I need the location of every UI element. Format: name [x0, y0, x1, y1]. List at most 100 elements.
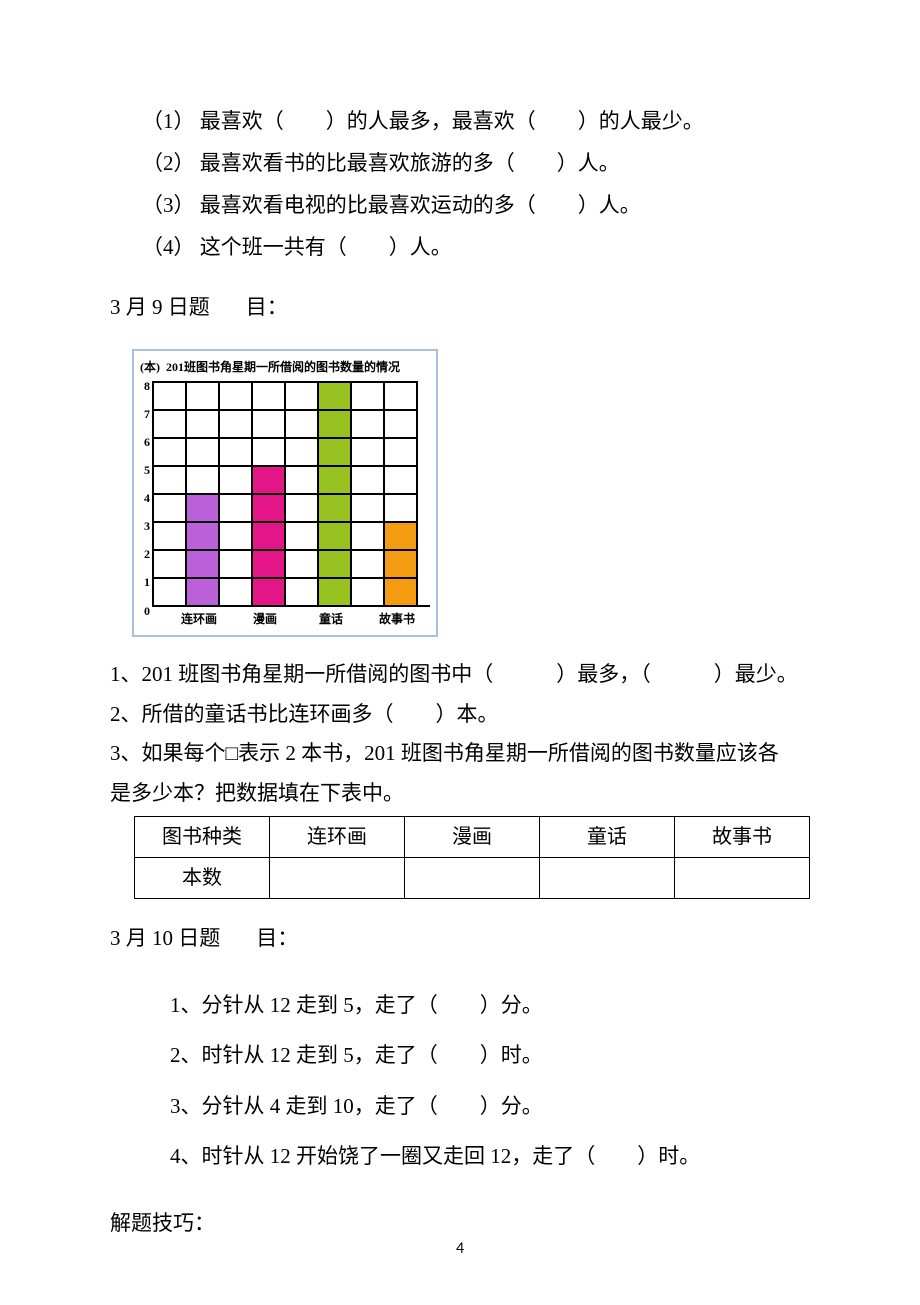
- chart-cell: [286, 381, 319, 409]
- chart-cell: [385, 381, 418, 409]
- chart-cell: [220, 437, 253, 465]
- chart-cell: [253, 521, 286, 549]
- table-header-2: 漫画: [405, 816, 540, 857]
- chart-cell: [385, 409, 418, 437]
- chart-cell: [253, 409, 286, 437]
- chart-cell: [286, 549, 319, 577]
- table-header-4: 故事书: [675, 816, 810, 857]
- chart-cell: [154, 493, 187, 521]
- page-number: 4: [0, 1233, 920, 1265]
- chart-x-axis: 连环画漫画童话故事书: [166, 607, 430, 631]
- chart-cell: [220, 409, 253, 437]
- chart-cell: [154, 549, 187, 577]
- q3-line1: 1、分针从 12 走到 5，走了（ ）分。: [170, 980, 810, 1030]
- q3-line4: 4、时针从 12 开始饶了一圈又走回 12，走了（ ）时。: [170, 1131, 810, 1181]
- chart-cell: [286, 521, 319, 549]
- chart-cell: [154, 577, 187, 605]
- section-mar9-heading: 3 月 9 日题 目：: [110, 286, 810, 328]
- chart-cell: [187, 409, 220, 437]
- q3-line3: 3、分针从 4 走到 10，走了（ ）分。: [170, 1081, 810, 1131]
- chart-cell: [352, 409, 385, 437]
- chart-cell: [352, 493, 385, 521]
- chart-cell: [253, 381, 286, 409]
- mar9-date: 3 月 9 日题: [110, 295, 210, 319]
- q2-line1: 1、201 班图书角星期一所借阅的图书中（ ）最多，（ ）最少。: [110, 657, 810, 693]
- chart-cell: [253, 549, 286, 577]
- table-cell-1[interactable]: [405, 857, 540, 898]
- chart-cell: [385, 577, 418, 605]
- chart-cell: [286, 465, 319, 493]
- q2-line3b: 是多少本？把数据填在下表中。: [110, 776, 810, 812]
- chart-xtick: 童话: [298, 607, 364, 631]
- chart-cell: [220, 493, 253, 521]
- q2-line3a: 3、如果每个□表示 2 本书，201 班图书角星期一所借阅的图书数量应该各: [110, 736, 810, 772]
- chart-cell: [286, 493, 319, 521]
- chart-cell: [385, 493, 418, 521]
- chart-cell: [220, 521, 253, 549]
- chart-cell: [220, 381, 253, 409]
- chart-cell: [319, 465, 352, 493]
- mar10-date: 3 月 10 日题: [110, 926, 220, 950]
- chart-cell: [253, 577, 286, 605]
- q1-line2: （2） 最喜欢看书的比最喜欢旅游的多（ ）人。: [142, 142, 810, 184]
- chart-cell: [319, 549, 352, 577]
- mar9-suffix: 目：: [246, 295, 288, 319]
- q1-line1: （1） 最喜欢（ ）的人最多，最喜欢（ ）的人最少。: [142, 100, 810, 142]
- book-chart: (本) 201班图书角星期一所借阅的图书数量的情况 876543210 连环画漫…: [132, 349, 438, 637]
- q1-line4: （4） 这个班一共有（ ）人。: [142, 226, 810, 268]
- chart-cell: [352, 437, 385, 465]
- chart-cell: [319, 521, 352, 549]
- chart-cell: [253, 437, 286, 465]
- chart-cell: [385, 437, 418, 465]
- chart-cell: [154, 521, 187, 549]
- chart-cell: [253, 465, 286, 493]
- chart-cell: [187, 465, 220, 493]
- chart-cell: [319, 381, 352, 409]
- table-cell-0[interactable]: [270, 857, 405, 898]
- book-table: 图书种类 连环画 漫画 童话 故事书 本数: [134, 816, 810, 899]
- chart-cell: [187, 437, 220, 465]
- chart-cell: [352, 381, 385, 409]
- chart-cell: [154, 465, 187, 493]
- table-cell-3[interactable]: [675, 857, 810, 898]
- table-cell-2[interactable]: [540, 857, 675, 898]
- chart-cell: [187, 493, 220, 521]
- chart-cell: [187, 549, 220, 577]
- chart-cell: [352, 521, 385, 549]
- chart-cell: [352, 577, 385, 605]
- q1-line3: （3） 最喜欢看电视的比最喜欢运动的多（ ）人。: [142, 184, 810, 226]
- table-header-1: 连环画: [270, 816, 405, 857]
- chart-cell: [154, 381, 187, 409]
- chart-cell: [319, 409, 352, 437]
- q2-line2: 2、所借的童话书比连环画多（ ）本。: [110, 697, 810, 733]
- chart-cell: [220, 549, 253, 577]
- chart-cell: [187, 577, 220, 605]
- table-header-3: 童话: [540, 816, 675, 857]
- q3-line2: 2、时针从 12 走到 5，走了（ ）时。: [170, 1030, 810, 1080]
- table-data-row: 本数: [135, 857, 810, 898]
- chart-cell: [385, 521, 418, 549]
- chart-cell: [220, 465, 253, 493]
- chart-cell: [154, 437, 187, 465]
- chart-xtick: 故事书: [364, 607, 430, 631]
- chart-cell: [352, 465, 385, 493]
- chart-unit-label: (本): [140, 355, 160, 379]
- section-mar10-heading: 3 月 10 日题 目：: [110, 917, 810, 959]
- chart-cell: [253, 493, 286, 521]
- chart-y-axis: 876543210: [136, 381, 150, 631]
- chart-cell: [187, 381, 220, 409]
- chart-cell: [319, 493, 352, 521]
- chart-cell: [319, 577, 352, 605]
- chart-cell: [385, 549, 418, 577]
- chart-cell: [352, 549, 385, 577]
- table-header-row: 图书种类 连环画 漫画 童话 故事书: [135, 816, 810, 857]
- chart-xtick: 连环画: [166, 607, 232, 631]
- chart-cell: [220, 577, 253, 605]
- mar10-suffix: 目：: [256, 926, 298, 950]
- chart-cell: [319, 437, 352, 465]
- chart-cell: [385, 465, 418, 493]
- chart-cell: [154, 409, 187, 437]
- chart-xtick: 漫画: [232, 607, 298, 631]
- chart-title-text: 201班图书角星期一所借阅的图书数量的情况: [166, 355, 400, 379]
- table-header-0: 图书种类: [135, 816, 270, 857]
